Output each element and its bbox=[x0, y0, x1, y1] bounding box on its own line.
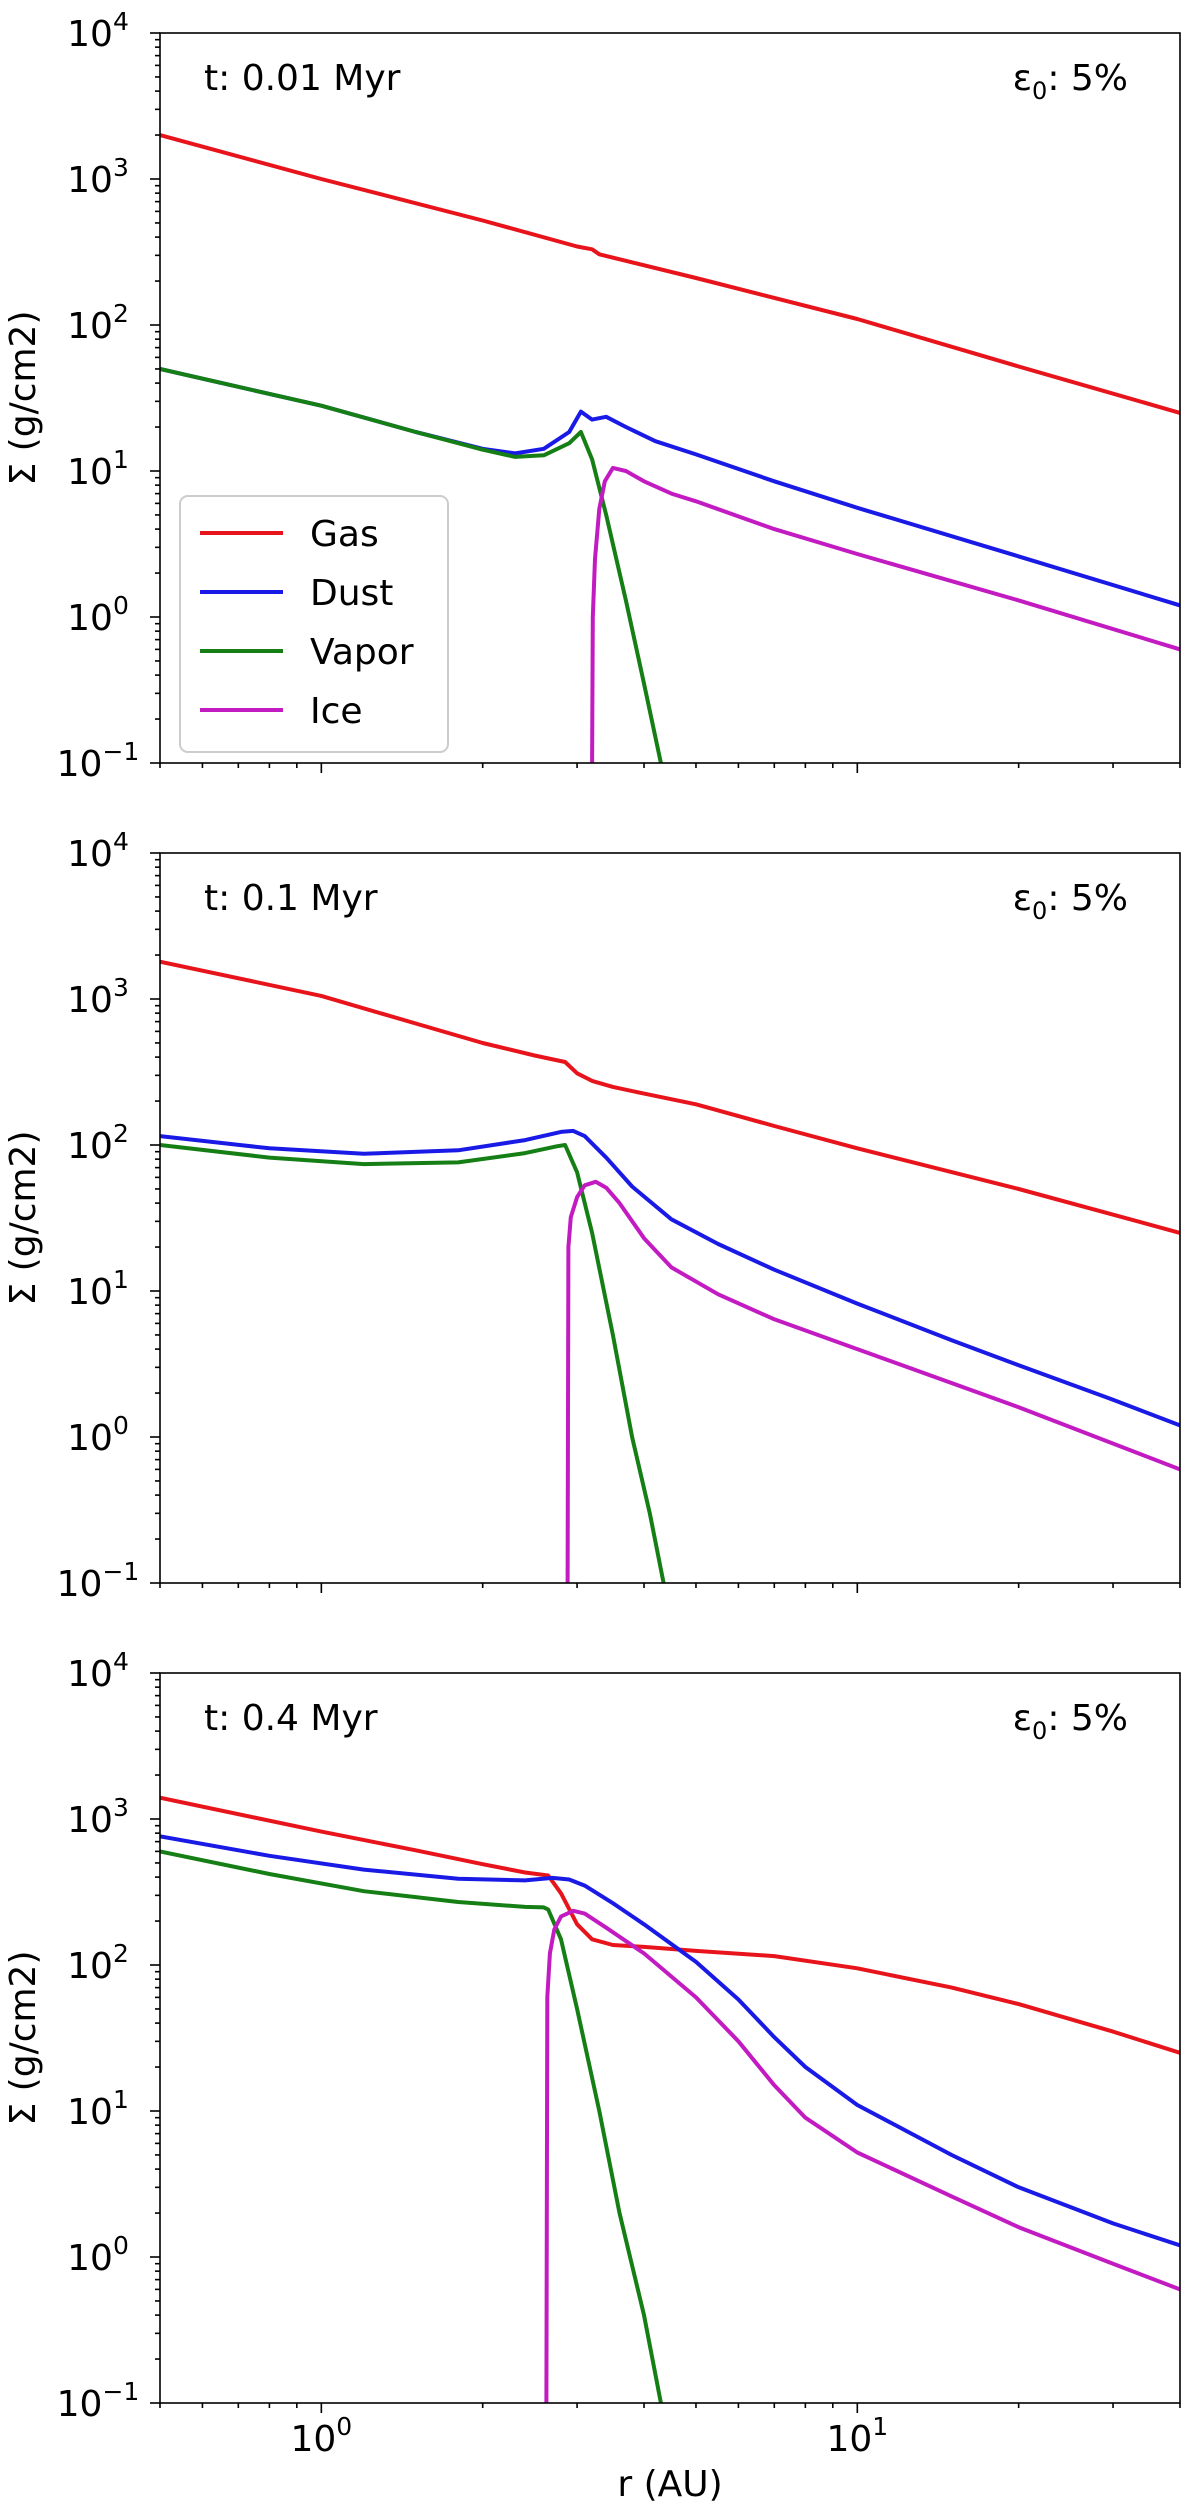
panel-0-axes-frame bbox=[159, 32, 1181, 764]
panel-1-ytick-label: 102 bbox=[67, 1119, 129, 1167]
panel-0-series-vapor bbox=[160, 367, 663, 763]
panel-1-series-ice bbox=[565, 1179, 1180, 1583]
panel-0-ytick-label: 10−1 bbox=[57, 737, 140, 785]
panel-1-series-vapor bbox=[160, 1143, 666, 1583]
panel-0-series-gas bbox=[160, 133, 1180, 415]
panel-1-series-dust bbox=[160, 1128, 1180, 1428]
panel-2-ytick-label: 102 bbox=[67, 1939, 129, 1987]
xtick-label: 100 bbox=[290, 2412, 352, 2460]
panel-0-ytick-label: 102 bbox=[67, 299, 129, 347]
panel-0-series bbox=[160, 133, 1180, 763]
panel-0-time-label: t: 0.01 Myr bbox=[204, 58, 401, 99]
panel-2-series-dust bbox=[160, 1834, 1180, 2248]
panel-1-epsilon-label: ε0: 5% bbox=[1013, 878, 1128, 925]
panel-2-ytick-label: 10−1 bbox=[57, 2377, 140, 2425]
panel-1-ytick-label: 100 bbox=[67, 1411, 129, 1459]
panel-1-y-axis-label: Σ (g/cm2) bbox=[3, 1130, 44, 1305]
panel-2-series-gas bbox=[160, 1795, 1180, 2055]
panel-0-1-myr: 10−1 100 101 102 103 104 t: 0.01 Myr ε0: 5% Σ… bbox=[3, 7, 1181, 785]
panel-2-series-ice bbox=[544, 1908, 1180, 2403]
panel-0-epsilon-label: ε0: 5% bbox=[1013, 58, 1128, 105]
panel-2-ytick-label: 101 bbox=[67, 2085, 129, 2133]
panel-1-time-label: t: 0.1 Myr bbox=[204, 878, 378, 919]
panel-2-ytick-label: 100 bbox=[67, 2231, 129, 2279]
panel-2-y-axis-label: Σ (g/cm2) bbox=[3, 1950, 44, 2125]
panel-1-series-gas bbox=[160, 959, 1180, 1235]
legend-box bbox=[179, 495, 449, 753]
legend-gas-label: Gas bbox=[310, 514, 379, 555]
panel-0-ytick-label: 101 bbox=[67, 445, 129, 493]
panel-2-series-vapor bbox=[160, 1849, 663, 2403]
x-axis-label: r (AU) bbox=[617, 2464, 722, 2505]
panel-1-ytick-label: 10−1 bbox=[57, 1557, 140, 1605]
panel-2-ytick-label: 104 bbox=[67, 1647, 129, 1695]
panel-2-series bbox=[160, 1795, 1180, 2403]
panel-0-ytick-label: 103 bbox=[67, 153, 129, 201]
panel-1-ytick-label: 104 bbox=[67, 827, 129, 875]
xtick-label: 101 bbox=[826, 2412, 888, 2460]
legend-vapor-label: Vapor bbox=[310, 632, 414, 673]
panel-1-ytick-label: 101 bbox=[67, 1265, 129, 1313]
panel-2-ytick-label: 103 bbox=[67, 1793, 129, 1841]
panel-2-epsilon-label: ε0: 5% bbox=[1013, 1698, 1128, 1745]
panel-1-ticks: 10−1 100 101 102 103 104 bbox=[57, 827, 1181, 1605]
panel-1-ytick-label: 103 bbox=[67, 973, 129, 1021]
panel-0-ytick-label: 100 bbox=[67, 591, 129, 639]
panel-1-1-myr: 10−1 100 101 102 103 104 t: 0.1 Myr ε0: 5% Σ … bbox=[3, 827, 1181, 1605]
panel-1-series bbox=[160, 959, 1180, 1583]
legend: Gas Dust Vapor Ice bbox=[179, 495, 449, 753]
panel-2-time-label: t: 0.4 Myr bbox=[204, 1698, 378, 1739]
panel-2-ticks: 10−1 100 101 102 103 104 100 101 bbox=[57, 1647, 1181, 2460]
panel-0-series-ice bbox=[590, 465, 1180, 763]
panel-2-axes-frame bbox=[159, 1672, 1181, 2404]
panel-0-y-axis-label: Σ (g/cm2) bbox=[3, 310, 44, 485]
panel-1-axes-frame bbox=[159, 852, 1181, 1584]
legend-ice-label: Ice bbox=[310, 691, 363, 732]
panel-2-4-myr: 10−1 100 101 102 103 104 100 101 t: 0.4 Myr ε0:… bbox=[3, 1647, 1181, 2505]
legend-dust-label: Dust bbox=[310, 573, 393, 614]
panel-0-ytick-label: 104 bbox=[67, 7, 129, 55]
